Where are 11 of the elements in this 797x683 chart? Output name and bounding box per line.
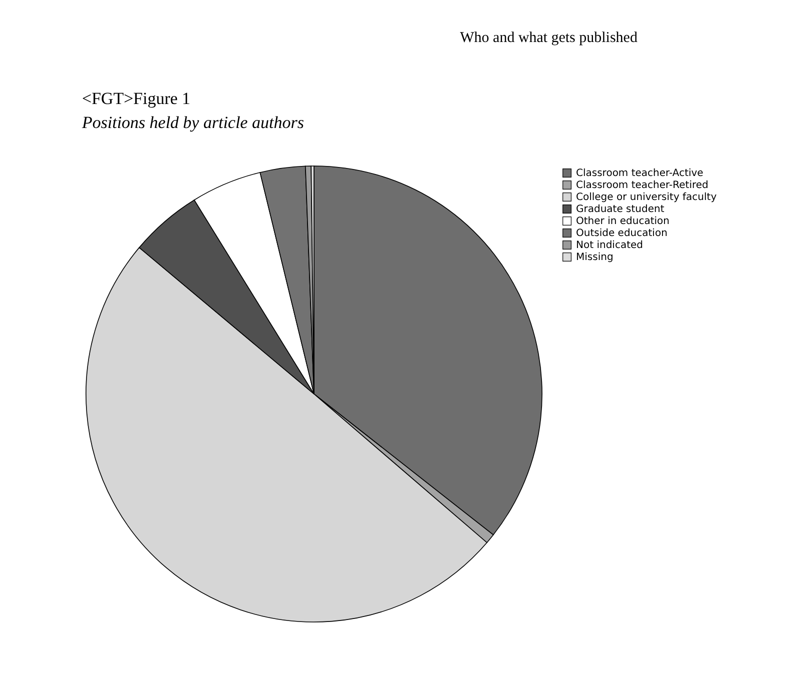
legend-label: Graduate student	[576, 204, 664, 215]
legend-label: College or university faculty	[576, 192, 717, 203]
legend-label: Missing	[576, 252, 614, 263]
chart-subtitle: Positions held by article authors	[81, 113, 304, 132]
legend-label: Outside education	[576, 228, 668, 239]
legend-label: Other in education	[576, 216, 670, 227]
legend-label: Not indicated	[576, 240, 643, 251]
legend-label: Classroom teacher-Retired	[576, 180, 708, 191]
chart-title: <FGT>Figure 1	[82, 89, 190, 108]
legend-label: Classroom teacher-Active	[576, 168, 704, 179]
text: Who and what gets published	[460, 30, 638, 46]
